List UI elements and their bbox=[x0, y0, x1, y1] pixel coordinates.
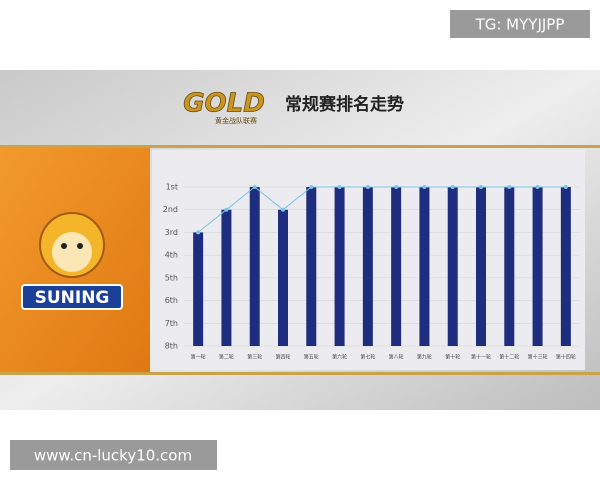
bar bbox=[278, 209, 288, 346]
bar bbox=[362, 187, 373, 346]
x-tick-label: 第二轮 bbox=[219, 354, 234, 361]
rank-marker bbox=[196, 230, 201, 235]
y-tick-label: 7th bbox=[165, 319, 178, 328]
x-tick-label: 第一轮 bbox=[191, 354, 206, 361]
bar bbox=[560, 187, 571, 346]
y-tick-label: 3rd bbox=[165, 228, 178, 237]
watermark: TG: MYYJJPP bbox=[475, 16, 565, 34]
bar bbox=[419, 187, 430, 346]
gold-rule bbox=[0, 372, 600, 375]
rank-marker bbox=[224, 207, 229, 212]
x-tick-label: 第十四轮 bbox=[556, 354, 576, 361]
y-tick-label: 6th bbox=[165, 296, 178, 305]
site-box bbox=[10, 440, 217, 470]
chart: 1st 2nd 3rd 4th 5th 6th 7th 8th 第一轮 第二轮 第三轮 第四轮 第五轮 第… bbox=[163, 183, 580, 361]
y-tick-label: 4th bbox=[165, 251, 178, 260]
rank-marker bbox=[479, 185, 483, 189]
bar bbox=[334, 187, 345, 346]
y-tick-label: 1st bbox=[166, 183, 178, 192]
x-tick-label: 第五轮 bbox=[304, 354, 319, 361]
x-tick-label: 第十轮 bbox=[445, 354, 460, 361]
y-tick-label: 5th bbox=[165, 273, 178, 282]
rank-marker bbox=[281, 207, 285, 212]
watermark-box bbox=[450, 10, 590, 38]
team-logo: SUNING bbox=[21, 212, 123, 310]
bar bbox=[447, 187, 458, 346]
x-tick-label: 第十三轮 bbox=[528, 354, 548, 361]
y-tick-label: 8th bbox=[165, 342, 178, 351]
team-name: SUNING bbox=[35, 288, 110, 308]
x-tick-label: 第十二轮 bbox=[499, 354, 519, 361]
bar bbox=[476, 187, 486, 346]
bar bbox=[221, 209, 232, 346]
rank-marker bbox=[450, 185, 455, 189]
logo-brand: GOLD bbox=[183, 89, 265, 119]
rank-marker bbox=[507, 185, 512, 189]
rank-marker bbox=[252, 185, 257, 189]
rank-marker bbox=[563, 185, 568, 189]
rank-marker bbox=[394, 185, 399, 189]
x-tick-label: 第七轮 bbox=[360, 354, 375, 361]
bar bbox=[306, 187, 317, 346]
rank-marker bbox=[535, 185, 540, 189]
x-tick-label: 第十一轮 bbox=[471, 354, 491, 361]
rank-marker bbox=[365, 185, 370, 189]
x-tick-label: 第九轮 bbox=[417, 354, 432, 361]
bar bbox=[193, 232, 204, 346]
rank-line bbox=[197, 186, 566, 233]
bar bbox=[391, 187, 402, 346]
rank-marker bbox=[422, 185, 427, 189]
x-tick-label: 第四轮 bbox=[275, 354, 290, 361]
bar bbox=[532, 187, 543, 346]
rank-marker bbox=[337, 185, 342, 189]
y-tick-label: 2nd bbox=[163, 205, 178, 214]
rank-marker bbox=[309, 185, 314, 189]
bar bbox=[249, 187, 260, 346]
chart-title: 常规赛排名走势 bbox=[285, 94, 404, 115]
x-tick-label: 第八轮 bbox=[389, 354, 404, 361]
gold-rule bbox=[0, 145, 600, 148]
site-url: www.cn-lucky10.com bbox=[34, 447, 192, 465]
bar bbox=[504, 187, 515, 346]
logo-league: 黄金战队联赛 bbox=[215, 116, 257, 125]
x-tick-label: 第六轮 bbox=[332, 354, 347, 361]
x-tick-label: 第三轮 bbox=[247, 354, 262, 361]
